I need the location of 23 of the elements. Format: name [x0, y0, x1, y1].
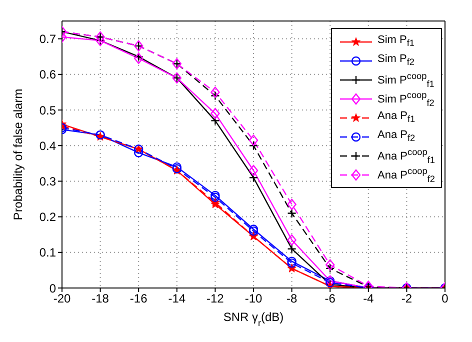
- x-tick-label: -16: [130, 292, 148, 306]
- y-tick-label: 0.3: [39, 174, 56, 188]
- legend-label: Ana P$_{f2}$: [378, 129, 416, 144]
- y-axis-title: Probability of false alarm: [11, 88, 25, 220]
- x-axis-title: SNR γ$_{r}$(dB): [223, 310, 284, 328]
- y-tick-label: 0.7: [39, 32, 56, 46]
- x-tick-label: -2: [401, 292, 412, 306]
- y-tick-label: 0.5: [39, 103, 56, 118]
- x-tick-label: -14: [168, 292, 186, 306]
- x-tick-label: -4: [363, 292, 374, 306]
- x-tick-label: -6: [324, 292, 336, 306]
- x-tick-label: -8: [286, 292, 298, 306]
- legend-label: Sim P$_{f2}$: [378, 53, 415, 68]
- x-tick-label: -12: [206, 292, 224, 306]
- x-tick-label: -10: [244, 292, 262, 306]
- y-tick-label: 0.4: [39, 138, 56, 153]
- legend-label: Sim P$_{f1}$: [378, 34, 415, 49]
- x-tick-label: 0: [442, 292, 449, 306]
- x-tick-label: -18: [92, 292, 110, 306]
- y-tick-label: 0.1: [39, 246, 56, 260]
- y-tick-label: 0.6: [39, 68, 56, 82]
- y-tick-label: 0.2: [39, 210, 56, 224]
- legend-label: Ana P$_{f1}$: [378, 110, 416, 125]
